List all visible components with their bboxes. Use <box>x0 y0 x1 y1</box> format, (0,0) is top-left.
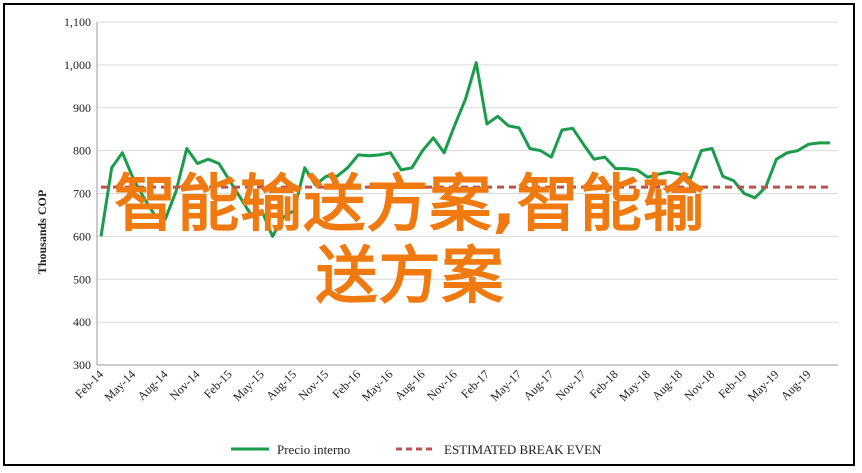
x-tick-label: Feb-17 <box>458 367 492 401</box>
x-tick-label: May-16 <box>359 367 396 404</box>
x-tick-label: May-18 <box>616 367 653 404</box>
x-tick-label: Nov-15 <box>295 367 331 403</box>
x-tick-label: Aug-14 <box>135 367 171 403</box>
y-tick-label: 800 <box>73 144 91 158</box>
x-tick-label: Aug-18 <box>649 367 685 403</box>
y-axis-label: Thousands COP <box>35 190 49 274</box>
x-tick-label: Aug-16 <box>392 367 428 403</box>
x-tick-label: Feb-18 <box>587 367 621 401</box>
chart-frame <box>3 3 855 466</box>
x-tick-label: Aug-19 <box>778 367 814 403</box>
series-lines <box>99 61 830 238</box>
x-tick-label: May-15 <box>230 367 267 404</box>
y-tick-label: 900 <box>73 101 91 115</box>
x-tick-label: Aug-15 <box>263 367 299 403</box>
x-tick-label: Feb-15 <box>201 367 235 401</box>
y-tick-label: 600 <box>73 229 91 243</box>
legend-label-precio-interno: Precio interno <box>277 442 350 457</box>
x-tick-label: Nov-18 <box>681 367 717 403</box>
legend-label-break-even: ESTIMATED BREAK EVEN <box>444 442 602 457</box>
x-tick-label: Aug-17 <box>521 367 557 403</box>
series-line-precio-interno <box>99 61 830 238</box>
y-tick-label: 1,000 <box>64 58 91 72</box>
y-tick-labels: 300 400 500 600 700 800 900 1,000 1,100 <box>64 15 91 372</box>
watermark-overlay: 智能输送方案,智能输 送方案 <box>30 168 790 312</box>
x-tick-label: Nov-16 <box>424 367 460 403</box>
x-tick-label: May-19 <box>745 367 782 404</box>
x-tick-label: Feb-19 <box>715 367 749 401</box>
y-tick-label: 500 <box>73 272 91 286</box>
legend: Precio interno ESTIMATED BREAK EVEN <box>231 442 602 457</box>
y-tick-label: 1,100 <box>64 15 91 29</box>
x-tick-label: Feb-16 <box>329 367 363 401</box>
y-tick-label: 700 <box>73 187 91 201</box>
x-tick-label: Nov-17 <box>553 367 589 403</box>
y-tick-label: 400 <box>73 315 91 329</box>
y-tick-label: 300 <box>73 358 91 372</box>
x-tick-labels: Feb-14May-14Aug-14Nov-14Feb-15May-15Aug-… <box>72 367 814 404</box>
watermark-line-1: 智能输送方案,智能输 <box>114 167 706 240</box>
x-tick-label: May-17 <box>487 367 524 404</box>
x-tick-label: Feb-14 <box>72 367 106 401</box>
x-tick-label: May-14 <box>102 367 139 404</box>
x-tick-label: Nov-14 <box>167 367 203 403</box>
watermark-line-2: 送方案 <box>315 239 505 312</box>
